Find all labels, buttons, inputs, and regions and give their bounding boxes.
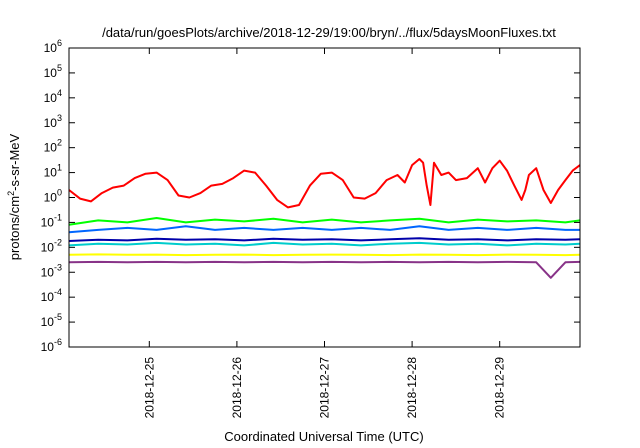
x-tick-label: 2018-12-29 (493, 357, 507, 419)
x-axis: 2018-12-25 2018-12-26 2018-12-27 2018-12-28… (142, 48, 507, 419)
x-tick-label: 2018-12-26 (230, 357, 244, 419)
x-axis-label: Coordinated Universal Time (UTC) (224, 429, 423, 444)
y-axis: 10-6 10-5 10-4 10-3 10-2 10-1 100 101 102 103 104 1… (41, 38, 580, 354)
y-tick-label: 106 (44, 38, 62, 55)
y-tick-label: 10-1 (41, 212, 62, 229)
x-tick-label: 2018-12-25 (142, 357, 156, 419)
y-tick-label: 101 (44, 163, 62, 180)
series-line-0 (68, 158, 581, 209)
y-tick-label: 10-4 (41, 287, 62, 304)
y-tick-label: 10-5 (41, 312, 62, 329)
y-tick-label: 103 (44, 113, 62, 130)
y-axis-label: protons/cm2-s-sr-MeV (6, 133, 22, 260)
chart-title: /data/run/goesPlots/archive/2018-12-29/1… (102, 25, 556, 40)
y-axis-label-sup: 2 (6, 191, 16, 196)
y-tick-label: 10-6 (41, 337, 62, 354)
plot-frame (68, 47, 581, 348)
y-tick-label: 102 (44, 138, 62, 155)
y-tick-label: 105 (44, 63, 62, 80)
x-tick-label: 2018-12-27 (318, 357, 332, 419)
plot-area (68, 158, 581, 279)
y-tick-label: 10-2 (41, 237, 62, 254)
y-tick-label: 100 (44, 188, 62, 205)
x-tick-label: 2018-12-28 (405, 357, 419, 419)
y-tick-label: 10-3 (41, 262, 62, 279)
series-line-6 (68, 260, 581, 279)
series-line-1 (68, 217, 581, 226)
y-tick-label: 104 (44, 88, 62, 105)
series-line-3 (68, 241, 581, 247)
series-line-4 (68, 237, 581, 242)
series-line-5 (68, 253, 581, 257)
series-line-2 (68, 225, 580, 234)
